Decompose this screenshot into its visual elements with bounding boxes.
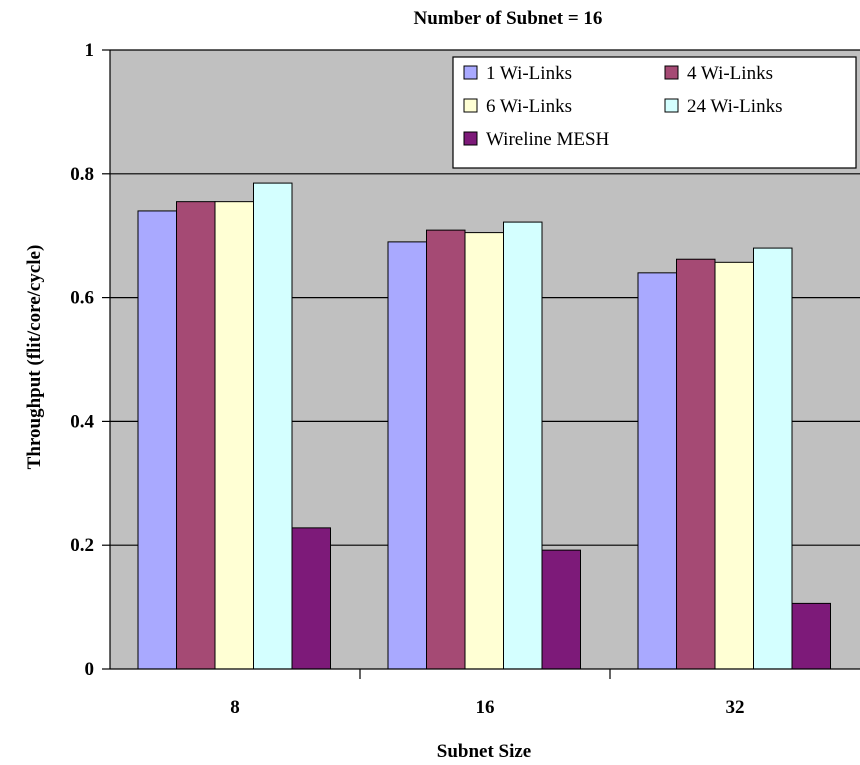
- y-tick-label: 0.2: [70, 535, 94, 556]
- bar: [253, 182, 293, 670]
- x-tick-labels: 8 16 32: [230, 697, 744, 718]
- y-axis-title: Throughput (flit/core/cycle): [24, 245, 45, 470]
- legend-box: [452, 56, 857, 169]
- legend-swatch: [463, 98, 478, 113]
- bar: [214, 201, 254, 670]
- axes: [102, 49, 860, 679]
- bar: [753, 247, 793, 670]
- y-tick-label: 0: [85, 659, 95, 680]
- legend-swatch: [664, 65, 679, 80]
- legend-label: 1 Wi-Links: [486, 63, 572, 84]
- y-tick-label: 0.4: [70, 411, 94, 432]
- y-tick-label: 0.6: [70, 288, 94, 309]
- bar: [503, 221, 543, 670]
- legend-swatch: [463, 131, 478, 146]
- bar: [791, 602, 831, 670]
- x-axis-title: Subnet Size: [437, 741, 532, 762]
- legend-label: 6 Wi-Links: [486, 96, 572, 117]
- legend: 1 Wi-Links 4 Wi-Links 6 Wi-Links 24 Wi-Link…: [452, 56, 857, 169]
- bar: [387, 241, 427, 670]
- chart-title: Number of Subnet = 16: [414, 8, 603, 29]
- bar: [464, 232, 504, 670]
- legend-swatch: [664, 98, 679, 113]
- y-tick-label: 1: [85, 40, 95, 61]
- bars: [137, 182, 831, 670]
- bar: [426, 229, 466, 670]
- legend-label: Wireline MESH: [486, 129, 610, 150]
- legend-swatch: [463, 65, 478, 80]
- bar: [637, 272, 677, 670]
- legend-label: 4 Wi-Links: [687, 63, 773, 84]
- bar: [291, 527, 331, 670]
- bar: [714, 261, 754, 670]
- x-tick-label: 8: [230, 697, 240, 718]
- bar: [541, 549, 581, 670]
- bar: [137, 210, 177, 670]
- y-tick-labels: 0 0.2 0.4 0.6 0.8 1: [70, 40, 94, 680]
- bar: [176, 201, 216, 670]
- bar: [676, 258, 716, 670]
- y-tick-label: 0.8: [70, 164, 94, 185]
- legend-label: 24 Wi-Links: [687, 96, 782, 117]
- x-tick-label: 16: [476, 697, 495, 718]
- x-tick-label: 32: [726, 697, 745, 718]
